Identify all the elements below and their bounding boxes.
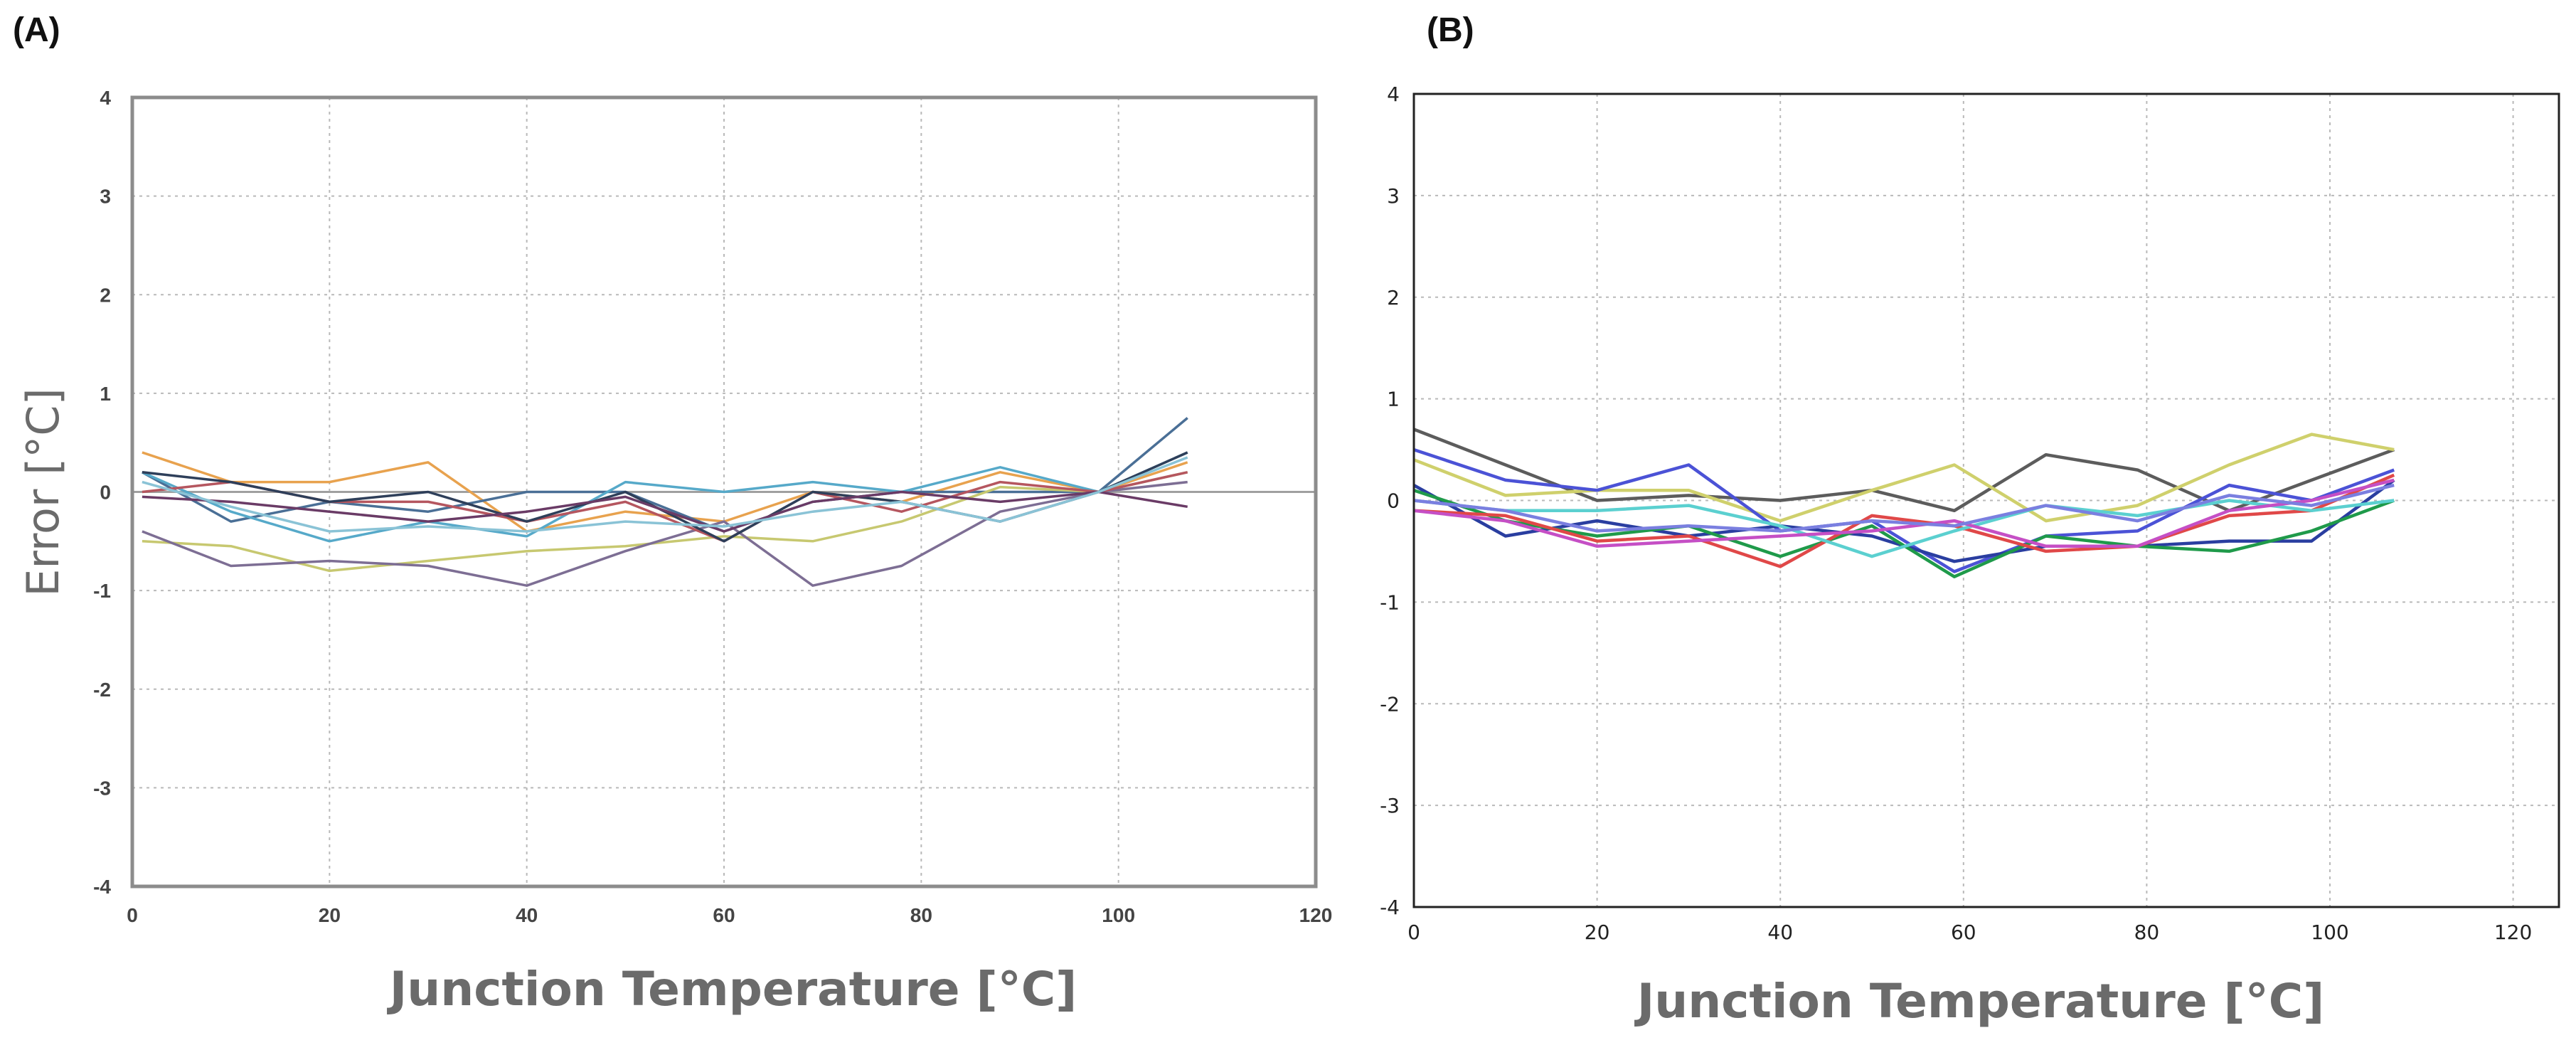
y-tick-label: 2 — [1387, 286, 1400, 309]
y-tick-label: 0 — [100, 482, 111, 504]
panel-a: (A) 4 3 2 1 0 -1 -2 -3 -4 0 20 40 60 80 100 120 Juncti… — [13, 11, 1332, 1017]
x-tick-label: 120 — [1299, 904, 1333, 926]
series-line-b8 — [1413, 478, 2395, 548]
series-line-a8 — [142, 490, 1188, 533]
x-tick-label: 120 — [2494, 921, 2532, 944]
series-line-a4 — [142, 471, 1188, 573]
x-tick-label: 40 — [516, 904, 538, 926]
series-line-a5 — [142, 480, 1188, 587]
y-tick-label: 3 — [1387, 184, 1400, 208]
y-tick-label: 0 — [1387, 489, 1400, 513]
panel-a-label: (A) — [13, 11, 60, 49]
y-tick-label: 4 — [1387, 83, 1400, 106]
series-line-a9 — [142, 456, 1188, 533]
series-line-a3 — [142, 451, 1188, 543]
panel-b: (B) 4 3 2 1 0 -1 -2 -3 -4 0 20 40 60 80 100 120 Juncti… — [1380, 11, 2560, 1029]
y-tick-label: 3 — [100, 186, 111, 208]
x-tick-label: 20 — [319, 904, 341, 926]
x-tick-label: 0 — [1407, 921, 1420, 944]
series-line-b5 — [1413, 489, 2395, 578]
panel-b-series-group — [1412, 428, 2395, 578]
panel-a-y-ticks: 4 3 2 1 0 -1 -2 -3 -4 — [93, 87, 111, 898]
panel-b-x-ticks: 0 20 40 60 80 100 120 — [1407, 921, 2532, 944]
x-tick-label: 0 — [127, 904, 138, 926]
series-line-b6 — [1413, 473, 2395, 568]
y-tick-label: -1 — [1380, 590, 1400, 614]
panel-a-plot-frame — [130, 95, 1318, 889]
series-line-b1 — [1413, 428, 2395, 513]
series-line-a7 — [142, 451, 1188, 543]
y-tick-label: -1 — [93, 580, 111, 602]
panel-a-y-axis-label: Error [°C] — [17, 388, 69, 597]
x-tick-label: 20 — [1585, 921, 1610, 944]
panel-b-label: (B) — [1427, 11, 1474, 49]
y-tick-label: -2 — [1380, 692, 1400, 716]
x-tick-label: 60 — [713, 904, 735, 926]
y-tick-label: -2 — [93, 679, 111, 701]
y-tick-label: -3 — [93, 777, 111, 799]
series-line-b4 — [1412, 479, 2395, 563]
panel-b-y-ticks: 4 3 2 1 0 -1 -2 -3 -4 — [1380, 83, 1400, 919]
panel-a-x-ticks: 0 20 40 60 80 100 120 — [127, 904, 1332, 926]
y-tick-label: -3 — [1380, 794, 1400, 817]
panel-a-x-axis-label: Junction Temperature [°C] — [387, 962, 1077, 1017]
x-tick-label: 60 — [1951, 921, 1976, 944]
x-tick-label: 100 — [1102, 904, 1135, 926]
x-tick-label: 80 — [2134, 921, 2160, 944]
panel-a-series-group — [142, 417, 1188, 587]
series-line-a2 — [142, 417, 1188, 533]
x-tick-label: 100 — [2311, 921, 2348, 944]
series-line-b7 — [1413, 499, 2395, 558]
series-line-b9 — [1413, 483, 2395, 533]
series-line-b3 — [1413, 447, 2395, 573]
y-tick-label: -4 — [1380, 896, 1400, 919]
x-tick-label: 80 — [910, 904, 932, 926]
y-tick-label: 2 — [100, 284, 111, 306]
series-line-b2 — [1413, 433, 2395, 523]
panel-b-x-axis-label: Junction Temperature [°C] — [1634, 974, 2325, 1029]
y-tick-label: -4 — [93, 876, 111, 898]
y-tick-label: 4 — [100, 87, 111, 109]
panel-b-plot-frame — [1412, 92, 2560, 908]
x-tick-label: 40 — [1767, 921, 1793, 944]
y-tick-label: 1 — [100, 383, 111, 405]
y-tick-label: 1 — [1387, 388, 1400, 411]
